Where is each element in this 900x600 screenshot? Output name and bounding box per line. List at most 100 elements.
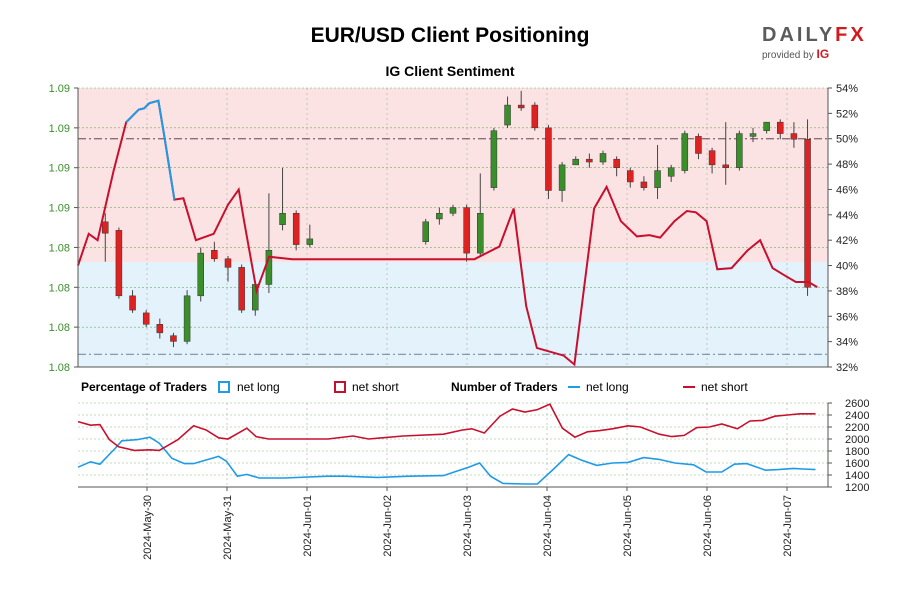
left-tick-0: 1.08 [49, 362, 70, 374]
traders-tick-7: 2600 [845, 398, 869, 410]
candle-body-30 [613, 158, 620, 168]
candle-body-32 [640, 181, 648, 188]
legend-pct-title: Percentage of Traders [81, 380, 207, 394]
x-tick-label-7: 2024-Jun-06 [702, 495, 714, 557]
price-candles [102, 90, 811, 348]
traders-tick-4: 2000 [845, 434, 869, 446]
candle-body-41 [763, 121, 770, 131]
candle-body-26 [558, 164, 566, 191]
legend-num-long: net long [586, 380, 629, 394]
right-tick-10: 52% [836, 108, 858, 120]
candle-body-28 [586, 158, 593, 163]
right-tick-7: 46% [836, 184, 858, 196]
right-tick-8: 48% [836, 159, 858, 171]
right-tick-3: 38% [836, 286, 858, 298]
legend-pct-short: net short [352, 380, 399, 394]
candle-body-19 [463, 207, 470, 254]
traders-tick-1: 1400 [845, 470, 869, 482]
candle-body-43 [790, 133, 798, 140]
logo-ig: IG [816, 47, 830, 61]
right-tick-11: 54% [836, 83, 858, 95]
left-tick-1: 1.08 [49, 322, 70, 334]
right-tick-9: 50% [836, 134, 858, 146]
short-zone-fill [78, 88, 828, 262]
x-tick-label-0: 2024-May-30 [142, 495, 154, 560]
candle-body-38 [722, 164, 729, 168]
chart-title: EUR/USD Client Positioning [310, 24, 590, 47]
candle-body-25 [545, 127, 552, 191]
x-tick-label-5: 2024-Jun-04 [542, 495, 554, 557]
traders-tick-2: 1600 [845, 458, 869, 470]
dailyfx-logo: DAILYFX provided by IG [762, 24, 872, 61]
traders-tick-0: 1200 [845, 482, 869, 494]
right-tick-1: 34% [836, 337, 858, 349]
axes [77, 88, 829, 488]
candle-body-0 [102, 221, 109, 234]
logo-daily: DAILY [762, 24, 836, 46]
candle-body-18 [449, 207, 457, 214]
reference-lines [78, 138, 828, 355]
left-tick-2: 1.08 [49, 282, 70, 294]
candle-body-2 [129, 295, 136, 311]
tick-labels: 1.08 1.08 1.08 1.08 1.09 1.09 1.09 1.09 32% 34% 36… [49, 83, 870, 560]
legend-pct-short-swatch [334, 381, 346, 393]
candle-body-10 [238, 267, 245, 311]
candle-body-42 [777, 121, 784, 134]
candle-body-5 [170, 335, 177, 342]
candle-body-16 [422, 221, 429, 242]
logo-fx: FX [835, 24, 867, 46]
candle-body-23 [517, 104, 525, 109]
candle-body-15 [306, 238, 314, 245]
x-tick-label-8: 2024-Jun-07 [782, 495, 794, 557]
candle-body-7 [197, 252, 204, 297]
candle-body-3 [142, 312, 150, 325]
candle-body-29 [599, 153, 607, 163]
logo-provided-text: provided by [762, 50, 814, 61]
candle-body-40 [749, 133, 757, 137]
legend: Percentage of Traders net long net short… [81, 380, 748, 394]
candle-body-22 [504, 104, 511, 126]
logo-wordmark: DAILYFX [762, 24, 872, 47]
candle-body-27 [572, 158, 579, 166]
x-tick-label-1: 2024-May-31 [222, 495, 234, 560]
candle-body-13 [279, 213, 286, 225]
logo-provided-by: provided by IG [762, 47, 872, 61]
left-tick-6: 1.09 [49, 123, 70, 135]
candle-body-4 [156, 324, 164, 334]
x-tick-label-6: 2024-Jun-05 [622, 495, 634, 557]
left-tick-7: 1.09 [49, 83, 70, 95]
traders-line-0 [77, 436, 816, 485]
legend-num-title: Number of Traders [451, 380, 558, 394]
traders-tick-6: 2400 [845, 410, 869, 422]
candle-body-34 [667, 167, 675, 177]
candle-body-17 [436, 213, 443, 220]
candle-body-24 [531, 104, 539, 129]
x-tick-label-2: 2024-Jun-01 [302, 495, 314, 557]
candle-body-33 [654, 170, 661, 188]
long-zone-fill [78, 262, 828, 367]
right-tick-2: 36% [836, 311, 858, 323]
candle-body-1 [115, 230, 123, 297]
candle-body-44 [804, 138, 811, 288]
candle-body-8 [211, 250, 218, 260]
x-tick-label-4: 2024-Jun-03 [462, 495, 474, 557]
candle-body-9 [224, 258, 232, 268]
net-long-pct-line [125, 99, 176, 200]
traders-line-1 [77, 403, 816, 452]
legend-pct-long: net long [237, 380, 280, 394]
candle-body-37 [708, 150, 716, 166]
legend-num-short: net short [701, 380, 748, 394]
candle-body-6 [183, 295, 191, 342]
traders-tick-5: 2200 [845, 422, 869, 434]
legend-pct-long-swatch [218, 381, 230, 393]
left-tick-5: 1.09 [49, 163, 70, 175]
candle-body-12 [265, 250, 273, 285]
right-tick-5: 42% [836, 235, 858, 247]
chart-subtitle: IG Client Sentiment [385, 63, 515, 79]
candle-body-35 [681, 133, 689, 171]
candle-body-20 [477, 213, 484, 254]
candle-body-14 [292, 213, 300, 245]
traders-tick-3: 1800 [845, 446, 869, 458]
right-tick-4: 40% [836, 261, 858, 273]
